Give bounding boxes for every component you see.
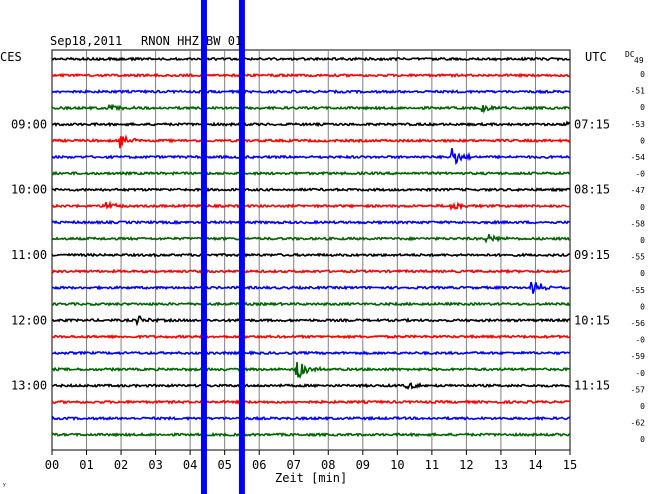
trace-line [51, 186, 571, 193]
x-tick-label: 10 [390, 458, 404, 472]
dc-offset-label: -56 [631, 319, 646, 328]
x-tick-label: 05 [217, 458, 231, 472]
trace-line [51, 281, 571, 294]
x-tick-label: 07 [287, 458, 301, 472]
trace-line [51, 103, 570, 114]
trace-line [51, 88, 571, 95]
dc-offset-label: -51 [631, 87, 646, 96]
dc-offset-label: -0 [635, 369, 645, 378]
x-tick-label: 06 [252, 458, 266, 472]
x-tick-label: 02 [114, 458, 128, 472]
date-label: Sep18,2011 [50, 34, 122, 48]
trace-line [51, 381, 571, 391]
trace-line [51, 415, 571, 422]
dc-offset-label: 0 [640, 203, 645, 212]
trace-line [51, 56, 570, 62]
trace-line [51, 234, 570, 244]
x-tick-label: 03 [148, 458, 162, 472]
trace-line [51, 361, 571, 379]
trace-line [51, 252, 570, 258]
trace-line [51, 431, 571, 438]
dc-offset-label: -55 [631, 253, 646, 262]
right-timezone-label: UTC [585, 50, 607, 64]
x-tick-label: 13 [494, 458, 508, 472]
x-tick-label: 09 [356, 458, 370, 472]
dc-offset-label: -0 [635, 170, 645, 179]
dc-header-value: 49 [634, 56, 644, 65]
trace-line [51, 301, 571, 307]
trace-line [51, 219, 571, 226]
seismic-traces [51, 56, 571, 438]
dc-offset-label: -55 [631, 286, 646, 295]
vertical-markers [200, 0, 245, 494]
plot-frame [51, 49, 571, 451]
time-labels: 09:00 10:00 11:00 12:00 13:00 07:15 08:15 09:15… [11, 117, 610, 392]
dc-offset-label: 0 [640, 435, 645, 444]
dc-offset-label: 0 [640, 302, 645, 311]
trace-line [51, 268, 571, 275]
dc-offset-label: -57 [631, 385, 646, 394]
corner-mark: ʸ [2, 481, 7, 490]
station-label: RNON HHZ BW 01 [141, 34, 242, 48]
dc-offset-labels: 0 -51 0 -53 0 -54 -0 -47 0 -58 0 -55 0 -55 0 -56 -0 -59 -0… [631, 70, 646, 444]
x-tick-label: 00 [45, 458, 59, 472]
dc-offset-label: -47 [631, 186, 646, 195]
x-tick-label: 11 [425, 458, 439, 472]
dc-offset-label: -62 [631, 419, 646, 428]
right-time-label: 11:15 [574, 379, 610, 393]
trace-line [51, 334, 571, 340]
dc-offset-label: 0 [640, 402, 645, 411]
dc-offset-label: -59 [631, 352, 646, 361]
left-time-label: 09:00 [11, 117, 47, 131]
trace-line [51, 134, 571, 149]
x-tick-label: 08 [321, 458, 335, 472]
dc-offset-label: -53 [631, 120, 646, 129]
dc-offset-label: 0 [640, 136, 645, 145]
trace-line [51, 200, 571, 212]
trace-line [51, 120, 571, 128]
x-tick-label: 12 [459, 458, 473, 472]
minute-grid [86, 50, 536, 450]
left-timezone-label: CES [0, 50, 22, 64]
trace-line [51, 399, 571, 405]
trace-line [51, 315, 571, 327]
dc-header-label: DC [625, 50, 635, 59]
x-axis-ticks: 00 01 02 03 04 05 06 07 08 09 10 11 12 13 14 15 [45, 450, 577, 472]
plot-border [51, 49, 571, 451]
dc-offset-label: -0 [635, 336, 645, 345]
x-tick-label: 15 [563, 458, 577, 472]
trace-line [51, 170, 571, 177]
x-tick-label: 04 [183, 458, 197, 472]
dc-offset-label: 0 [640, 269, 645, 278]
dc-offset-label: 0 [640, 236, 645, 245]
trace-line [51, 72, 571, 79]
trace-line [51, 350, 571, 357]
right-time-label: 07:15 [574, 117, 610, 131]
left-time-label: 12:00 [11, 313, 47, 327]
x-axis-label: Zeit [min] [275, 471, 347, 485]
dc-offset-label: -58 [631, 219, 646, 228]
dc-offset-label: -54 [631, 153, 646, 162]
right-time-label: 10:15 [574, 313, 610, 327]
dc-offset-label: 0 [640, 103, 645, 112]
left-time-label: 10:00 [11, 183, 47, 197]
dc-offset-label: 0 [640, 70, 645, 79]
left-time-label: 13:00 [11, 379, 47, 393]
right-time-label: 09:15 [574, 248, 610, 262]
x-tick-label: 01 [79, 458, 93, 472]
right-time-label: 08:15 [574, 183, 610, 197]
x-tick-label: 14 [528, 458, 542, 472]
trace-line [51, 147, 571, 165]
left-time-label: 11:00 [11, 248, 47, 262]
